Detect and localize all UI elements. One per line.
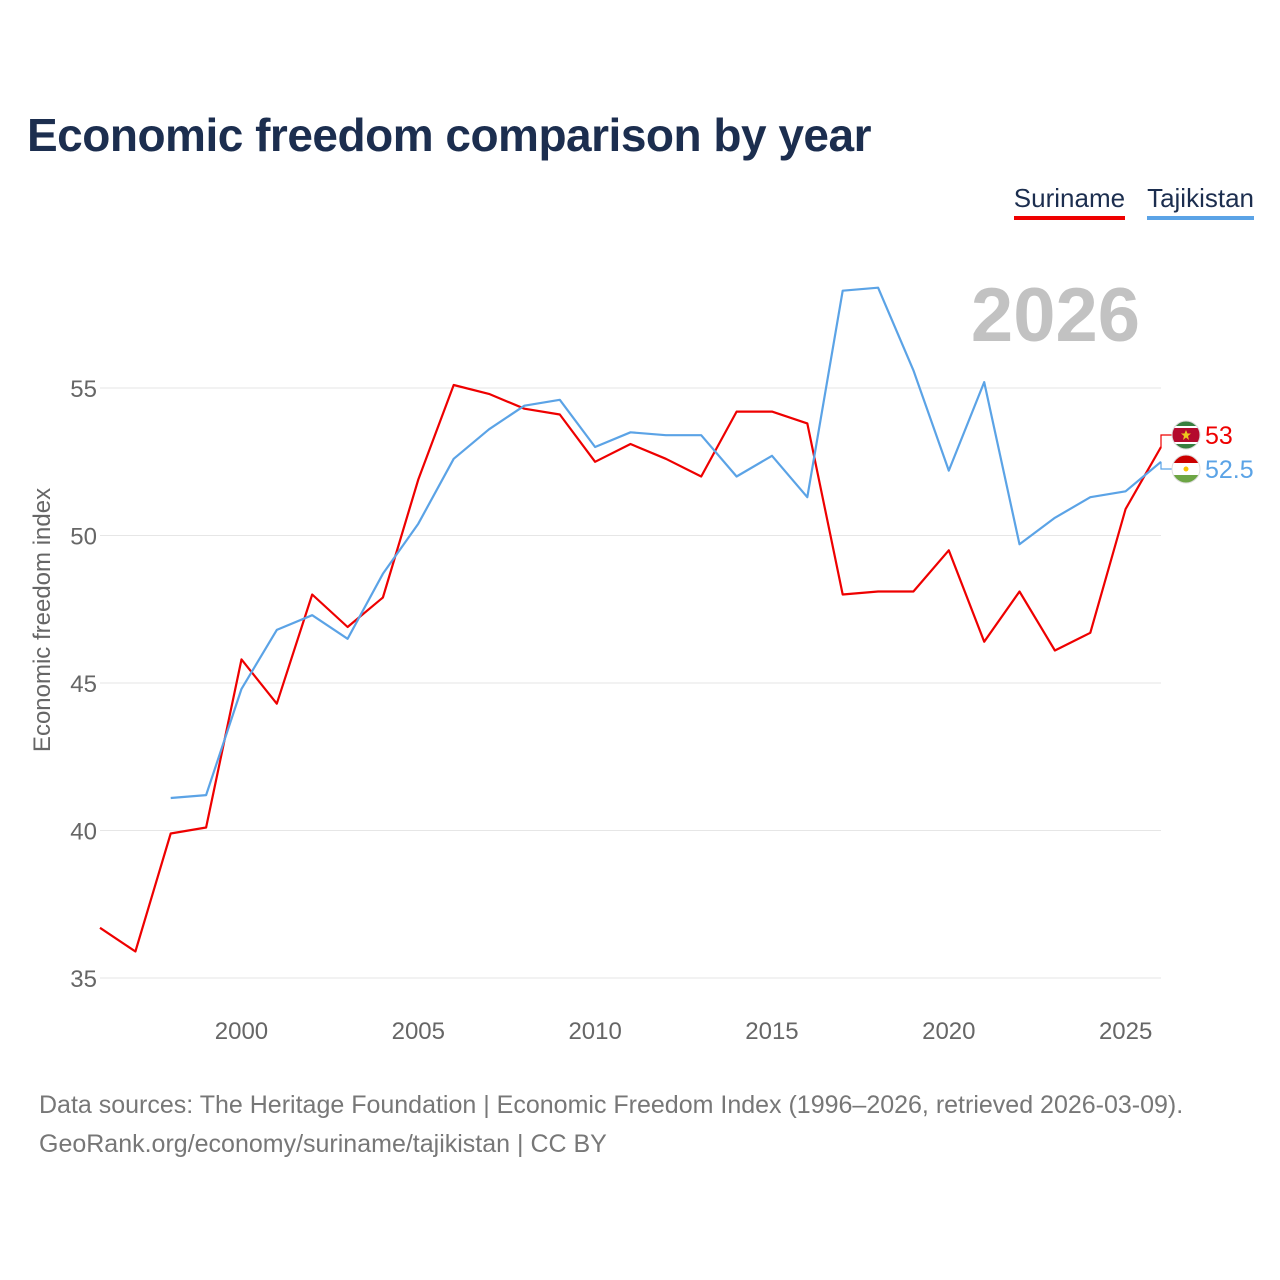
- legend-item-suriname[interactable]: Suriname: [1013, 183, 1126, 220]
- end-connector: [1160, 461, 1172, 470]
- x-tick-label: 2010: [568, 1018, 621, 1045]
- x-tick-label: 2000: [215, 1018, 268, 1045]
- y-tick-label: 40: [70, 819, 97, 846]
- y-tick-label: 45: [70, 671, 97, 698]
- year-indicator: 2026: [971, 273, 1140, 358]
- legend-item-tajikistan[interactable]: Tajikistan: [1147, 183, 1254, 220]
- end-value-label: 53: [1205, 422, 1233, 450]
- y-tick-label: 35: [70, 966, 97, 993]
- x-axis-ticks: 2000 2005 2010 2015 2020 2025: [215, 1018, 1153, 1045]
- y-axis-ticks: 35 40 45 50 55: [70, 376, 97, 993]
- x-tick-label: 2015: [745, 1018, 798, 1045]
- end-labels: 53 52.5: [1160, 420, 1254, 484]
- x-tick-label: 2020: [922, 1018, 975, 1045]
- data-source-text: Data sources: The Heritage Foundation | …: [39, 1091, 1184, 1119]
- footer: Data sources: The Heritage Foundation | …: [39, 1086, 1183, 1164]
- attribution-text: GeoRank.org/economy/suriname/tajikistan …: [39, 1130, 607, 1158]
- grid-lines: [100, 387, 1161, 979]
- y-axis-label: Economic freedom index: [29, 488, 56, 752]
- legend: Suriname Tajikistan: [1013, 183, 1254, 220]
- end-connector: [1160, 434, 1172, 447]
- series-lines: [99, 286, 1162, 953]
- x-tick-label: 2025: [1099, 1018, 1152, 1045]
- x-tick-label: 2005: [392, 1018, 445, 1045]
- tajikistan-flag-icon: [1171, 454, 1201, 484]
- chart-title: Economic freedom comparison by year: [27, 109, 872, 161]
- end-value-label: 52.5: [1205, 456, 1254, 484]
- y-tick-label: 50: [70, 524, 97, 551]
- y-tick-label: 55: [70, 376, 97, 403]
- series-line-tajikistan: [170, 286, 1162, 800]
- suriname-flag-icon: [1171, 420, 1201, 450]
- series-line-suriname: [99, 383, 1162, 953]
